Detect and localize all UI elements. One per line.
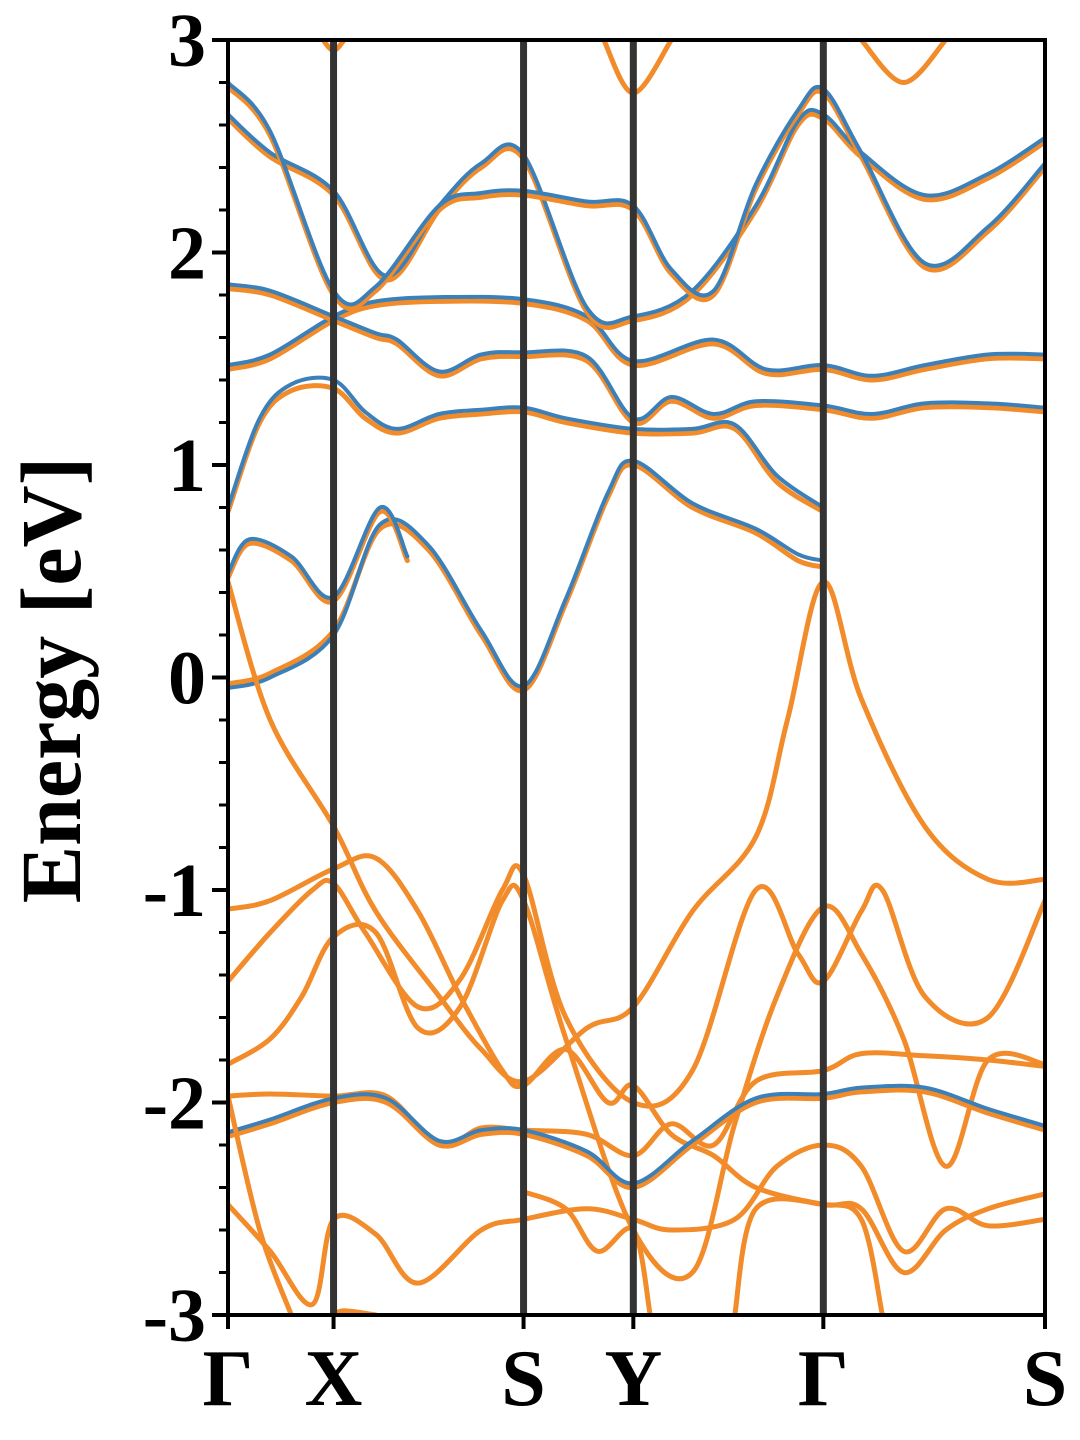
y-tick-label: -1 bbox=[143, 849, 206, 933]
x-tick-label: S bbox=[1023, 1335, 1068, 1423]
band-blue-5 bbox=[228, 375, 826, 510]
y-ticks: -3 -2 -1 0 1 2 3 bbox=[143, 0, 228, 1358]
band-blue-3 bbox=[228, 505, 410, 600]
y-tick-label: -3 bbox=[143, 1274, 206, 1358]
x-tick-label: Y bbox=[604, 1335, 662, 1423]
plot-frame bbox=[226, 38, 1047, 1317]
band-orange-2 bbox=[228, 508, 410, 605]
x-tick-label: S bbox=[501, 1335, 546, 1423]
y-tick-label: 0 bbox=[168, 637, 206, 721]
band-orange-18 bbox=[228, 853, 1045, 1276]
band-blue-11 bbox=[228, 107, 1045, 326]
band-orange-22 bbox=[228, 1087, 1045, 1191]
x-tick-label: Γ bbox=[203, 1335, 254, 1423]
band-orange-4 bbox=[228, 383, 826, 515]
band-orange-25 bbox=[228, 1093, 294, 1315]
band-orange-28 bbox=[732, 1196, 885, 1315]
k-point-lines bbox=[330, 40, 827, 1315]
y-tick-label: -2 bbox=[143, 1062, 206, 1146]
y-tick-label: 1 bbox=[168, 424, 206, 508]
x-tick-label: X bbox=[305, 1335, 363, 1423]
band-orange-8 bbox=[228, 286, 1045, 426]
band-blue-9 bbox=[228, 282, 1045, 422]
y-tick-label: 2 bbox=[168, 212, 206, 296]
band-orange-16 bbox=[858, 40, 949, 85]
band-orange-10 bbox=[228, 111, 1045, 331]
x-tick-label: Γ bbox=[798, 1335, 849, 1423]
band-orange-15 bbox=[601, 40, 674, 96]
band-blue-1 bbox=[228, 458, 826, 691]
band-blue-13 bbox=[228, 80, 1045, 307]
band-orange-27 bbox=[521, 1189, 653, 1315]
band-blue-23 bbox=[228, 1083, 1045, 1186]
y-axis-label: Energy [eV] bbox=[3, 457, 99, 904]
y-tick-label: 3 bbox=[168, 0, 206, 83]
